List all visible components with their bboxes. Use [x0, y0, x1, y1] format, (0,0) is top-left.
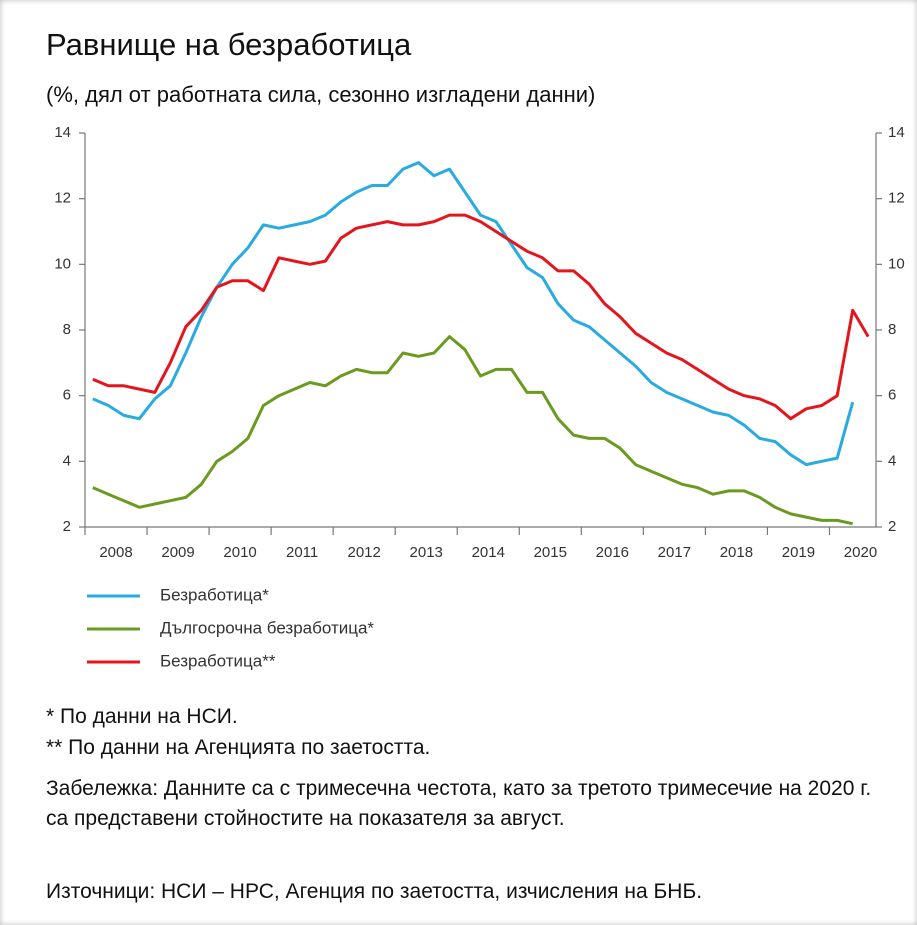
- legend-label: Дългосрочна безработица*: [160, 618, 374, 637]
- footnote: ** По данни на Агенцията по заетостта.: [46, 736, 431, 759]
- y-tick-label: 12: [54, 190, 71, 207]
- x-tick-label: 2013: [410, 544, 443, 561]
- y2-tick-label: 8: [888, 321, 896, 338]
- chart-title: Равнище на безработица: [46, 27, 412, 62]
- x-tick-label: 2014: [472, 544, 505, 561]
- y2-tick-label: 14: [888, 124, 905, 141]
- footnote: * По данни на НСИ.: [46, 705, 238, 728]
- x-tick-label: 2016: [596, 544, 629, 561]
- y-tick-label: 10: [54, 255, 71, 272]
- legend-label: Безработица**: [160, 651, 276, 670]
- y-tick-label: 6: [63, 387, 71, 404]
- chart-subtitle: (%, дял от работната сила, сезонно изгла…: [46, 82, 595, 107]
- source: Източници: НСИ – НРС, Агенция по заетост…: [46, 880, 703, 903]
- x-tick-label: 2020: [844, 544, 877, 561]
- y-tick-label: 14: [54, 124, 71, 141]
- series-line: [92, 335, 854, 526]
- x-tick-label: 2018: [720, 544, 753, 561]
- legend-label: Безработица*: [160, 585, 269, 604]
- y2-tick-label: 4: [888, 452, 896, 469]
- y-tick-label: 8: [63, 321, 71, 338]
- y2-tick-label: 10: [888, 255, 905, 272]
- chart: Равнище на безработица (%, дял от работн…: [46, 27, 905, 670]
- y-tick-label: 4: [63, 452, 71, 469]
- x-tick-label: 2015: [534, 544, 567, 561]
- x-tick-label: 2009: [161, 544, 194, 561]
- y2-tick-label: 6: [888, 387, 896, 404]
- x-tick-label: 2008: [99, 544, 132, 561]
- series-line: [92, 213, 870, 421]
- x-tick-label: 2017: [658, 544, 691, 561]
- series-line: [92, 161, 855, 467]
- x-tick-label: 2019: [782, 544, 815, 561]
- y2-tick-label: 2: [888, 518, 896, 535]
- x-tick-label: 2010: [223, 544, 256, 561]
- x-tick-label: 2012: [347, 544, 380, 561]
- y-tick-label: 2: [63, 518, 71, 535]
- y2-tick-label: 12: [888, 190, 905, 207]
- x-tick-label: 2011: [286, 544, 318, 561]
- remark: Забележка: Данните са с тримесечна често…: [46, 777, 872, 830]
